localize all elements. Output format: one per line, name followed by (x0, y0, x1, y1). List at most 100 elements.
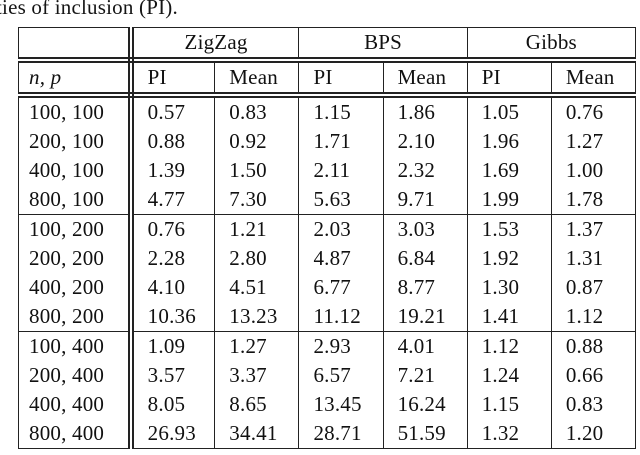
value-cell: 1.15 (466, 390, 552, 419)
value-cell: 4.51 (214, 273, 299, 302)
value-cell: 16.24 (382, 390, 468, 419)
np-cell: 100, 100 (18, 95, 134, 127)
value-cell: 1.53 (466, 214, 552, 244)
value-cell: 3.03 (382, 214, 468, 244)
value-cell: 1.20 (550, 419, 636, 449)
value-cell: 2.32 (382, 156, 468, 185)
value-cell: 1.41 (466, 302, 552, 332)
table-row: 200, 100 0.88 0.92 1.71 2.10 1.96 1.27 (18, 127, 636, 156)
value-cell: 1.96 (466, 127, 552, 156)
value-cell: 3.37 (214, 361, 299, 390)
value-cell: 0.57 (130, 95, 215, 127)
value-cell: 3.57 (130, 361, 215, 390)
table-row: 200, 400 3.57 3.37 6.57 7.21 1.24 0.66 (18, 361, 636, 390)
value-cell: 4.10 (130, 273, 215, 302)
table-row: 100, 100 0.57 0.83 1.15 1.86 1.05 0.76 (18, 95, 636, 127)
value-cell: 0.76 (550, 95, 636, 127)
pi-header-gibbs: PI (466, 60, 552, 98)
value-cell: 13.45 (298, 390, 384, 419)
value-cell: 1.71 (298, 127, 384, 156)
np-cell: 100, 200 (18, 214, 134, 244)
value-cell: 26.93 (130, 419, 215, 449)
value-cell: 4.01 (382, 331, 468, 361)
value-cell: 1.12 (466, 331, 552, 361)
table-row: 400, 200 4.10 4.51 6.77 8.77 1.30 0.87 (18, 273, 636, 302)
value-cell: 1.37 (550, 214, 636, 244)
table-row: 800, 200 10.36 13.23 11.12 19.21 1.41 1.… (18, 302, 636, 332)
value-cell: 0.66 (550, 361, 636, 390)
value-cell: 1.39 (130, 156, 215, 185)
value-cell: 0.87 (550, 273, 636, 302)
table-row: 400, 400 8.05 8.65 13.45 16.24 1.15 0.83 (18, 390, 636, 419)
value-cell: 6.57 (298, 361, 384, 390)
value-cell: 0.92 (214, 127, 299, 156)
np-cell: 800, 100 (18, 185, 134, 215)
np-column-header: n, p (18, 60, 134, 98)
value-cell: 1.09 (130, 331, 215, 361)
value-cell: 1.12 (550, 302, 636, 332)
value-cell: 8.65 (214, 390, 299, 419)
np-cell: 400, 100 (18, 156, 134, 185)
group-header-bps: BPS (298, 27, 468, 63)
value-cell: 0.88 (130, 127, 215, 156)
table-row: 400, 100 1.39 1.50 2.11 2.32 1.69 1.00 (18, 156, 636, 185)
np-cell: 400, 400 (18, 390, 134, 419)
np-cell: 400, 200 (18, 273, 134, 302)
table-row: 100, 400 1.09 1.27 2.93 4.01 1.12 0.88 (18, 331, 636, 361)
value-cell: 2.93 (298, 331, 384, 361)
np-cell: 800, 400 (18, 419, 134, 449)
value-cell: 1.00 (550, 156, 636, 185)
value-cell: 1.24 (466, 361, 552, 390)
value-cell: 1.31 (550, 244, 636, 273)
value-cell: 6.84 (382, 244, 468, 273)
value-cell: 8.77 (382, 273, 468, 302)
corner-cell (18, 27, 134, 63)
value-cell: 4.77 (130, 185, 215, 215)
value-cell: 1.21 (214, 214, 299, 244)
mean-header-bps: Mean (382, 60, 468, 98)
value-cell: 1.30 (466, 273, 552, 302)
pi-header-zigzag: PI (130, 60, 215, 98)
value-cell: 2.80 (214, 244, 299, 273)
value-cell: 1.86 (382, 95, 468, 127)
value-cell: 13.23 (214, 302, 299, 332)
mean-header-zigzag: Mean (214, 60, 299, 98)
value-cell: 0.88 (550, 331, 636, 361)
pi-header-bps: PI (298, 60, 384, 98)
value-cell: 7.30 (214, 185, 299, 215)
value-cell: 28.71 (298, 419, 384, 449)
np-cell: 200, 200 (18, 244, 134, 273)
value-cell: 11.12 (298, 302, 384, 332)
value-cell: 9.71 (382, 185, 468, 215)
value-cell: 0.83 (550, 390, 636, 419)
value-cell: 1.92 (466, 244, 552, 273)
value-cell: 1.99 (466, 185, 552, 215)
column-header-row: n, p PI Mean PI Mean PI Mean (18, 60, 636, 98)
value-cell: 0.83 (214, 95, 299, 127)
results-table: ZigZag BPS Gibbs n, p PI Mean PI Mean PI… (18, 27, 636, 449)
table-body: 100, 100 0.57 0.83 1.15 1.86 1.05 0.76 2… (18, 95, 636, 449)
value-cell: 8.05 (130, 390, 215, 419)
value-cell: 6.77 (298, 273, 384, 302)
value-cell: 1.32 (466, 419, 552, 449)
value-cell: 1.78 (550, 185, 636, 215)
value-cell: 1.50 (214, 156, 299, 185)
group-header-zigzag: ZigZag (130, 27, 299, 63)
mean-header-gibbs: Mean (550, 60, 636, 98)
table-row: 200, 200 2.28 2.80 4.87 6.84 1.92 1.31 (18, 244, 636, 273)
value-cell: 2.11 (298, 156, 384, 185)
np-cell: 100, 400 (18, 331, 134, 361)
value-cell: 7.21 (382, 361, 468, 390)
group-header-row: ZigZag BPS Gibbs (18, 27, 636, 63)
table-row: 800, 100 4.77 7.30 5.63 9.71 1.99 1.78 (18, 185, 636, 215)
value-cell: 10.36 (130, 302, 215, 332)
np-cell: 200, 400 (18, 361, 134, 390)
value-cell: 34.41 (214, 419, 299, 449)
value-cell: 1.27 (550, 127, 636, 156)
value-cell: 2.10 (382, 127, 468, 156)
np-cell: 200, 100 (18, 127, 134, 156)
value-cell: 4.87 (298, 244, 384, 273)
value-cell: 2.03 (298, 214, 384, 244)
value-cell: 51.59 (382, 419, 468, 449)
